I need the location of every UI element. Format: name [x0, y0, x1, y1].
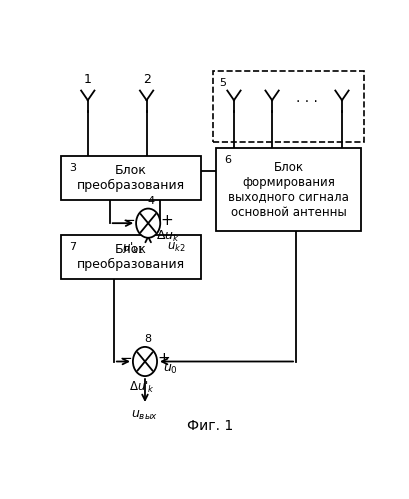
Text: Блок
преобразования: Блок преобразования: [76, 164, 184, 192]
Text: Блок
формирования
выходного сигнала
основной антенны: Блок формирования выходного сигнала осно…: [228, 161, 348, 219]
Circle shape: [133, 347, 157, 376]
Text: 3: 3: [69, 163, 76, 173]
Text: 4: 4: [147, 196, 154, 206]
Text: 5: 5: [218, 78, 225, 88]
Text: 8: 8: [144, 334, 151, 344]
Bar: [61, 156, 200, 200]
Text: 2: 2: [142, 73, 150, 86]
Bar: [213, 71, 363, 143]
Circle shape: [136, 209, 160, 238]
Text: +: +: [157, 351, 170, 366]
Text: $\Delta u$'$_k$: $\Delta u$'$_k$: [128, 380, 154, 395]
Text: +: +: [160, 213, 173, 228]
Text: Фиг. 1: Фиг. 1: [187, 419, 233, 433]
Text: −: −: [119, 351, 132, 366]
Text: $u_{k2}$: $u_{k2}$: [166, 241, 185, 253]
Text: −: −: [122, 213, 135, 228]
Text: 6: 6: [224, 155, 231, 165]
Text: $u_{вых}$: $u_{вых}$: [131, 409, 158, 422]
Text: $u$'$_{k1}$: $u$'$_{k1}$: [121, 241, 144, 255]
Text: $u_0$: $u_0$: [163, 363, 178, 376]
Text: 1: 1: [84, 73, 92, 86]
Bar: [216, 148, 360, 231]
Text: $\Delta u_k$: $\Delta u_k$: [156, 229, 180, 244]
Bar: [61, 235, 200, 279]
Text: . . .: . . .: [295, 91, 317, 105]
Text: Блок
преобразования: Блок преобразования: [76, 243, 184, 271]
Text: 7: 7: [69, 242, 76, 251]
